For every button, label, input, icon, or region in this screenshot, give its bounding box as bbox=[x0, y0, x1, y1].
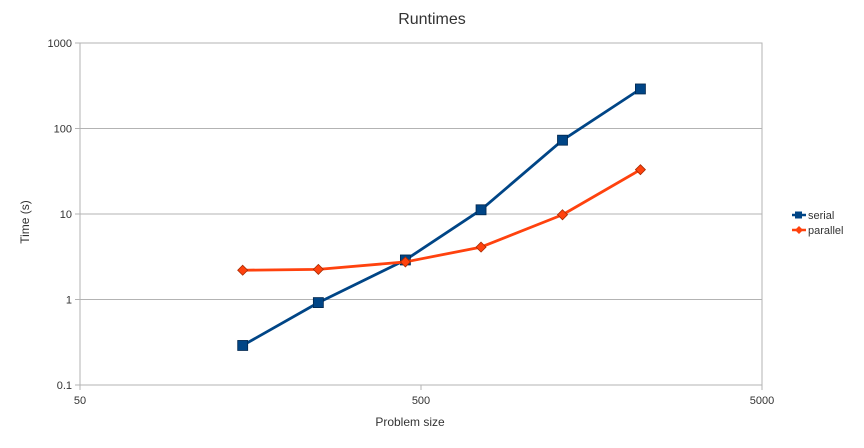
data-point-parallel bbox=[475, 241, 487, 253]
data-point-parallel bbox=[312, 263, 324, 275]
data-point-serial bbox=[557, 134, 568, 146]
legend-item-parallel: parallel bbox=[792, 225, 843, 237]
legend-label: parallel bbox=[808, 225, 843, 237]
y-tick-label: 100 bbox=[54, 124, 72, 136]
x-tick-label: 500 bbox=[412, 395, 430, 407]
legend-marker bbox=[795, 211, 802, 219]
data-point-serial bbox=[312, 297, 324, 308]
y-tick-label: 0.1 bbox=[57, 380, 72, 392]
y-tick-label: 1 bbox=[66, 295, 72, 307]
x-axis-label: Problem size bbox=[375, 415, 445, 429]
series-line-serial bbox=[242, 87, 642, 347]
series-parallel bbox=[237, 164, 646, 276]
data-point-serial bbox=[475, 204, 487, 216]
chart-title: Runtimes bbox=[398, 11, 466, 28]
series-layer bbox=[237, 83, 646, 351]
legend-label: serial bbox=[808, 210, 834, 222]
legend: serial parallel bbox=[792, 210, 843, 237]
series-serial bbox=[237, 83, 646, 351]
y-tick-label: 1000 bbox=[48, 38, 72, 50]
x-tick-label: 5000 bbox=[750, 395, 774, 407]
y-tick-label: 10 bbox=[60, 209, 72, 221]
data-point-serial bbox=[237, 340, 249, 351]
data-point-parallel bbox=[556, 209, 569, 221]
legend-marker bbox=[795, 226, 803, 234]
legend-item-serial: serial bbox=[792, 210, 834, 222]
x-tick-label: 50 bbox=[74, 395, 86, 407]
y-axis-label: Time (s) bbox=[18, 200, 32, 244]
grid-layer bbox=[80, 42, 762, 386]
data-point-parallel bbox=[399, 256, 411, 268]
data-point-serial bbox=[635, 83, 646, 95]
tick-layer: 0.1 1 10 100 1000 50 500 5000 bbox=[48, 38, 775, 407]
series-line-parallel bbox=[242, 168, 642, 272]
data-point-parallel bbox=[237, 264, 249, 276]
data-point-parallel bbox=[634, 164, 646, 176]
